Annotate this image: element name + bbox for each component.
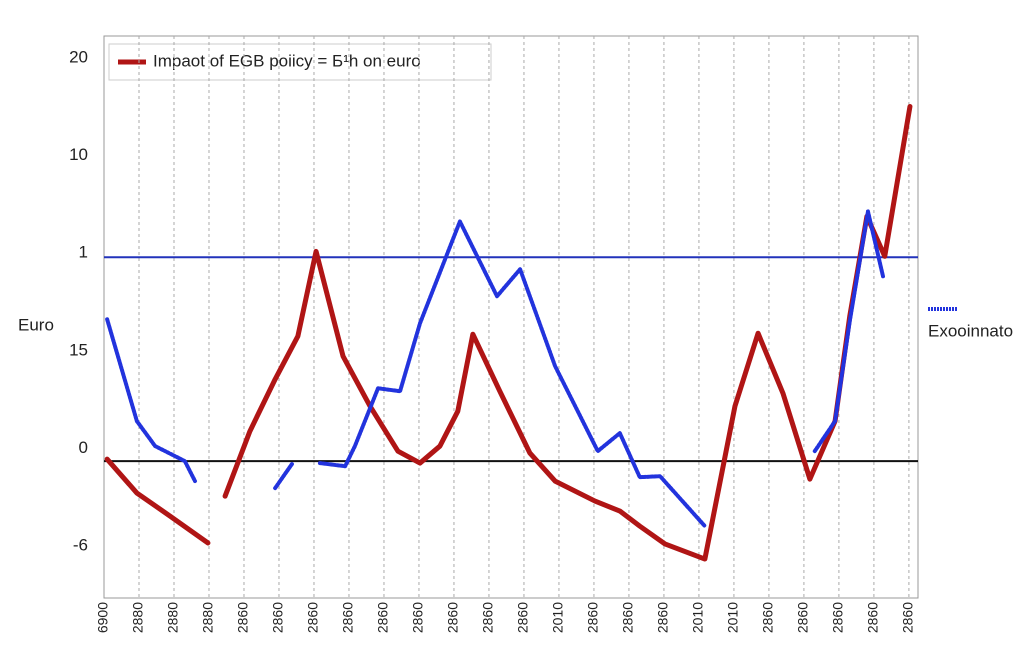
- y-tick-label: 1: [79, 243, 88, 262]
- x-tick-label: 2860: [235, 602, 251, 633]
- x-tick-label: 2860: [375, 602, 391, 633]
- x-tick-label: 2860: [340, 602, 356, 633]
- x-tick-label: 2860: [795, 602, 811, 633]
- plot-frame: [103, 35, 919, 599]
- x-tick-label: 2860: [585, 602, 601, 633]
- x-tick-label: 6900: [95, 602, 111, 633]
- x-tick-label: 2010: [550, 602, 566, 633]
- x-tick-label: 2860: [515, 602, 531, 633]
- series-line: [104, 103, 913, 562]
- y-tick-label: 0: [79, 438, 88, 457]
- legend-label: Exooinnato: [928, 321, 1013, 340]
- y-tick-label: 10: [69, 145, 88, 164]
- x-tick-label: 2860: [410, 602, 426, 633]
- x-tick-label: 2860: [270, 602, 286, 633]
- x-tick-label: 2880: [165, 602, 181, 633]
- x-tick-label: 2860: [620, 602, 636, 633]
- x-tick-label: 2880: [200, 602, 216, 633]
- x-tick-label: 2860: [900, 602, 916, 633]
- x-tick-label: 2860: [655, 602, 671, 633]
- legend-label: Impaot of EGB poiicy = Б¹h on euro: [153, 51, 421, 70]
- y-tick-label: -6: [73, 535, 88, 554]
- x-tick-label: 2860: [830, 602, 846, 633]
- x-tick-label: 2010: [690, 602, 706, 633]
- x-tick-label: 2860: [445, 602, 461, 633]
- legend-box: [108, 43, 492, 81]
- x-tick-label: 2860: [305, 602, 321, 633]
- y-tick-label: 15: [69, 340, 88, 359]
- x-tick-label: 2010: [725, 602, 741, 633]
- y-tick-label: 20: [69, 47, 88, 66]
- series-line: [105, 209, 886, 529]
- x-tick-label: 2860: [865, 602, 881, 633]
- x-tick-label: 2880: [130, 602, 146, 633]
- x-tick-label: 2860: [480, 602, 496, 633]
- y-axis-label: Euro: [18, 315, 54, 334]
- x-tick-label: 2860: [760, 602, 776, 633]
